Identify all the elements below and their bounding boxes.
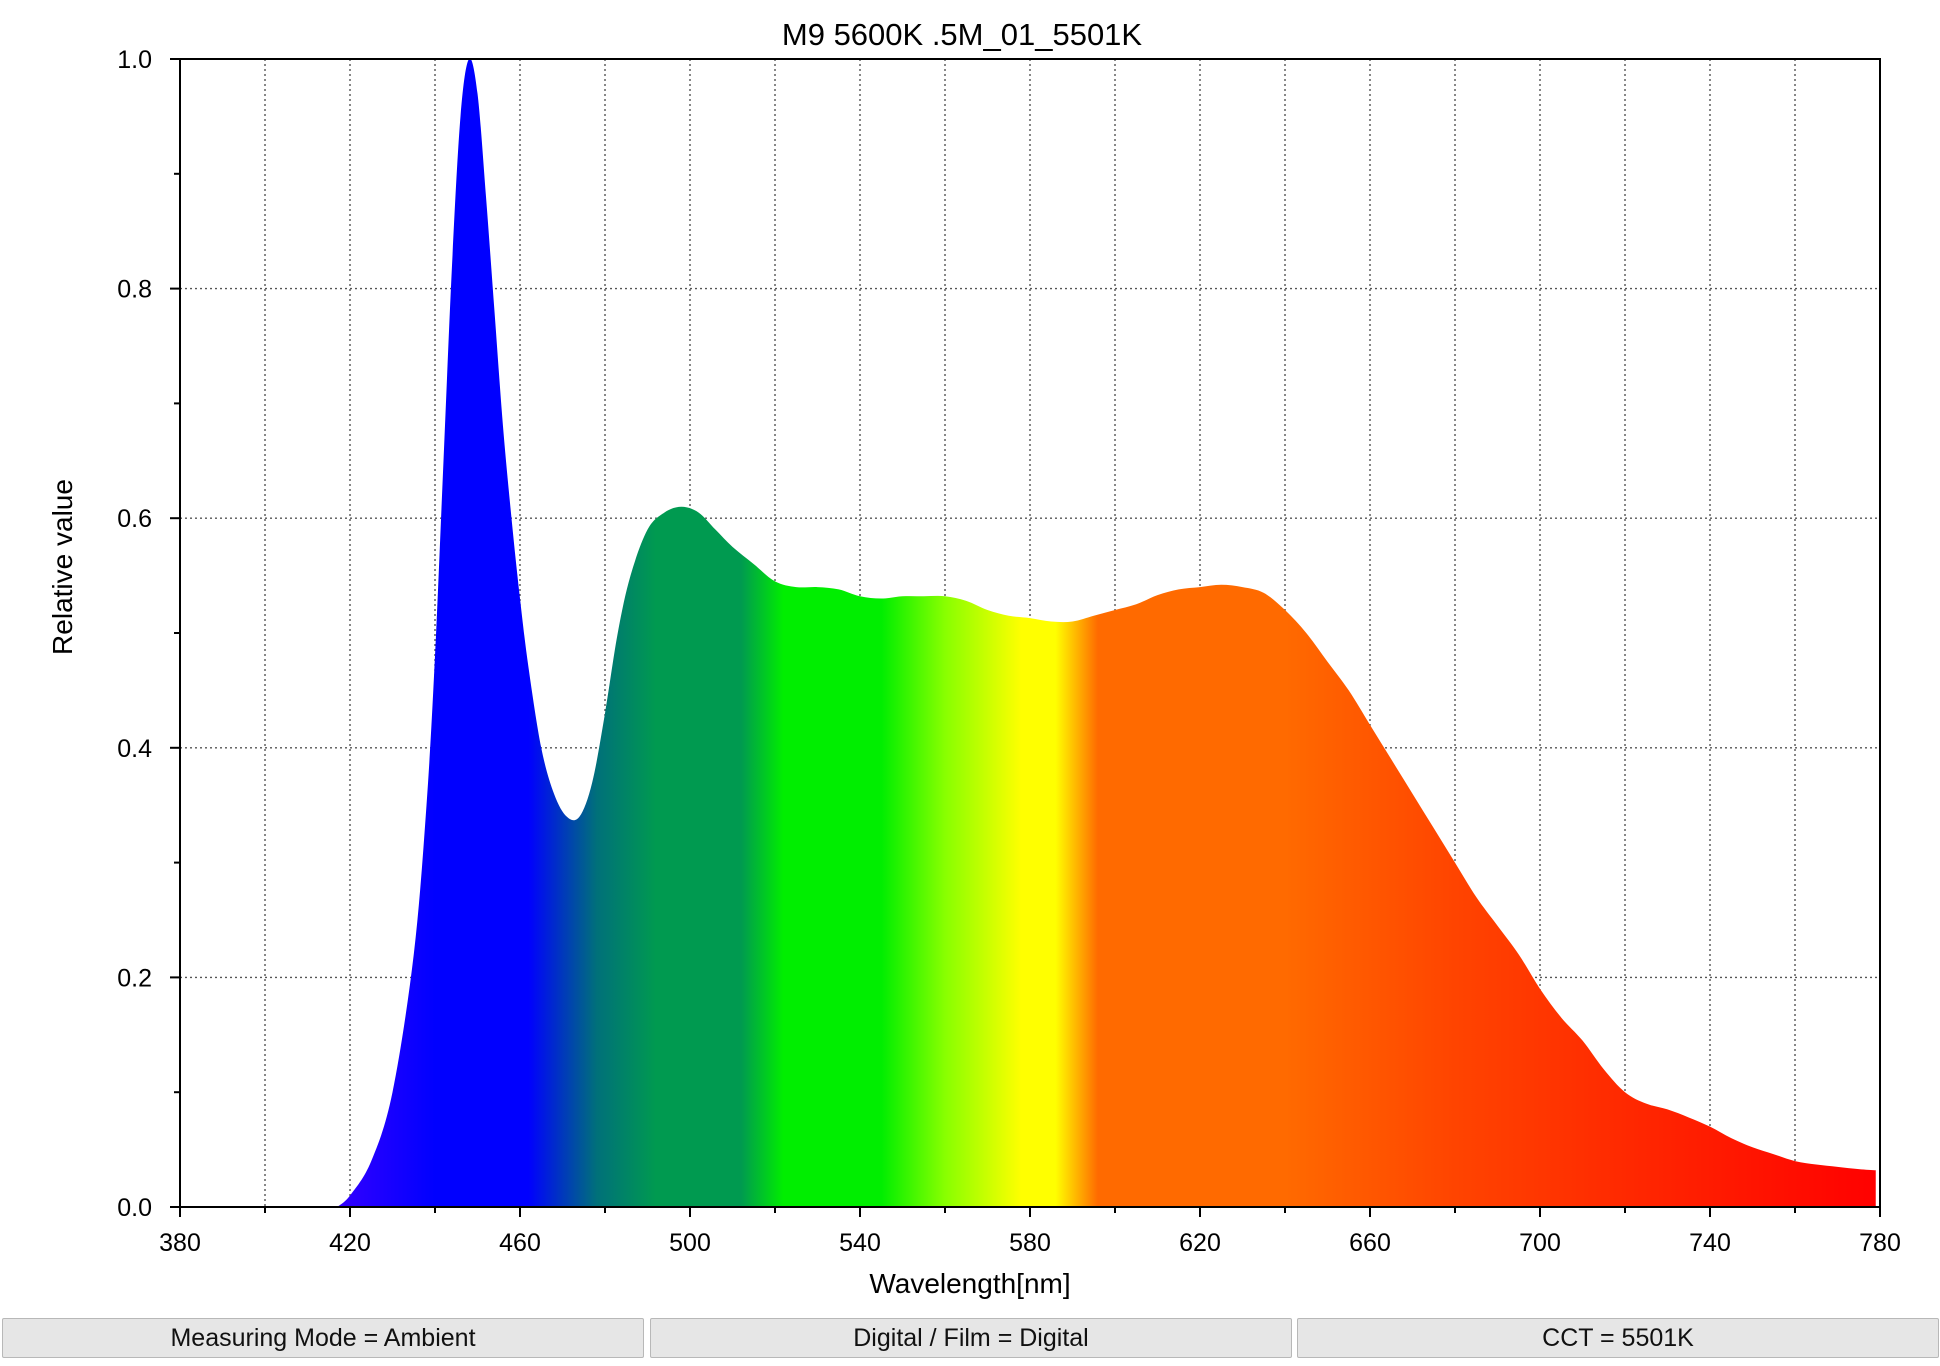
x-tick-label: 460 <box>499 1229 541 1257</box>
y-tick-label: 0.2 <box>117 964 152 992</box>
chart-title: M9 5600K .5M_01_5501K <box>782 17 1143 52</box>
digital-film-status: Digital / Film = Digital <box>650 1318 1292 1358</box>
x-axis-label: Wavelength[nm] <box>869 1268 1070 1299</box>
x-tick-label: 500 <box>669 1229 711 1257</box>
y-tick-label: 0.6 <box>117 505 152 533</box>
x-tick-label: 780 <box>1859 1229 1901 1257</box>
x-tick-label: 620 <box>1179 1229 1221 1257</box>
spectrum-area-series <box>337 58 1876 1208</box>
x-tick-label: 420 <box>329 1229 371 1257</box>
x-tick-label: 540 <box>839 1229 881 1257</box>
x-tick-label: 380 <box>159 1229 201 1257</box>
x-tick-label: 580 <box>1009 1229 1051 1257</box>
spectrum-chart: M9 5600K .5M_01_5501K 380 420 460 500 540 580… <box>47 17 1901 1299</box>
measuring-mode-status: Measuring Mode = Ambient <box>2 1318 644 1358</box>
y-tick-label: 0.0 <box>117 1194 152 1222</box>
x-tick-label: 660 <box>1349 1229 1391 1257</box>
status-bar: Measuring Mode = Ambient Digital / Film … <box>0 1318 1940 1358</box>
x-tick-label: 700 <box>1519 1229 1561 1257</box>
y-tick-label: 0.4 <box>117 735 152 763</box>
y-axis-label: Relative value <box>47 479 78 655</box>
cct-status: CCT = 5501K <box>1297 1318 1939 1358</box>
x-tick-label: 740 <box>1689 1229 1731 1257</box>
y-tick-label: 1.0 <box>117 46 152 74</box>
y-tick-label: 0.8 <box>117 276 152 304</box>
tick-labels: 380 420 460 500 540 580 620 660 700 740 780 0.0 0.2 0… <box>117 46 1901 1257</box>
